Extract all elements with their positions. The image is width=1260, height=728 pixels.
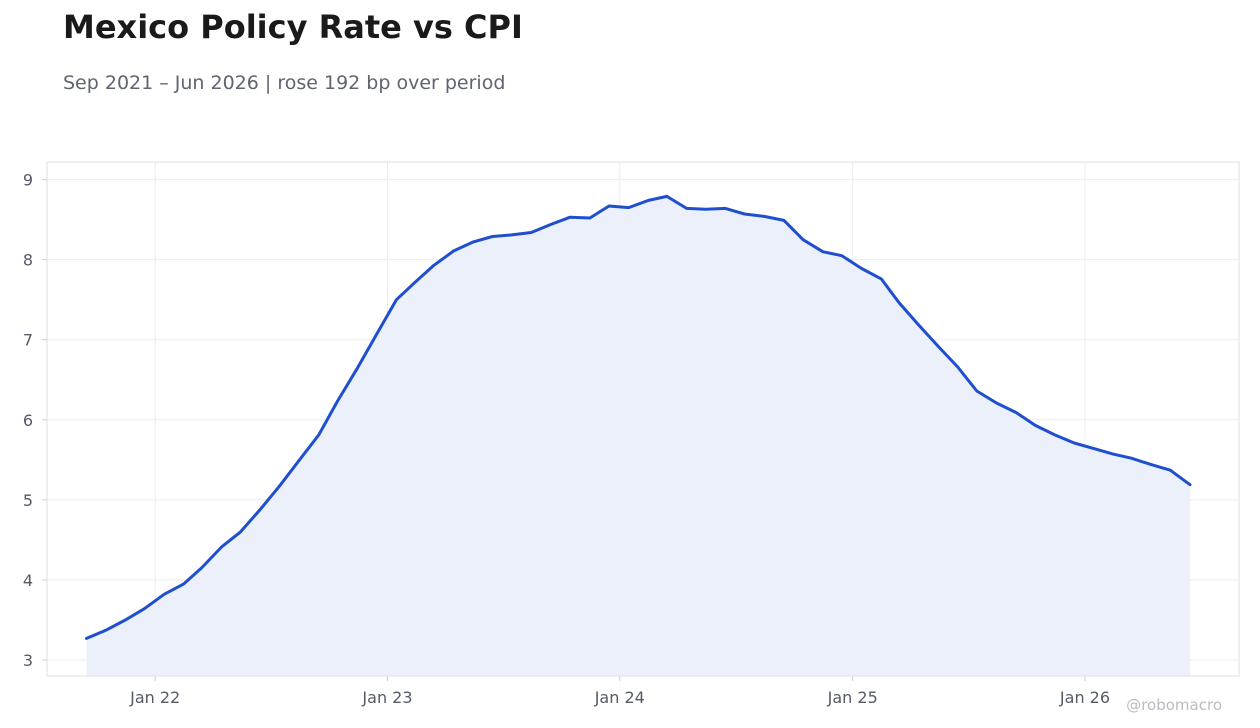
y-axis-ticks: 3 4 5 6 7 8 9 — [23, 171, 47, 670]
y-tick-label: 7 — [23, 331, 33, 350]
x-tick-label: Jan 26 — [1059, 688, 1110, 707]
plot-frame — [46, 161, 1240, 677]
policy-rate-line — [85, 194, 1192, 640]
x-tick-label: Jan 22 — [129, 688, 180, 707]
watermark: @robomacro — [1126, 696, 1222, 714]
chart-subtitle: Sep 2021 – Jun 2026 | rose 192 bp over p… — [63, 72, 506, 94]
y-tick-label: 4 — [23, 571, 33, 590]
x-tick-label: Jan 25 — [827, 688, 878, 707]
chart-title: Mexico Policy Rate vs CPI — [63, 8, 523, 46]
x-tick-label: Jan 23 — [361, 688, 412, 707]
area-fill — [86, 196, 1190, 676]
x-tick-label: Jan 24 — [594, 688, 645, 707]
y-tick-label: 8 — [23, 251, 33, 270]
y-tick-label: 5 — [23, 491, 33, 510]
x-axis-ticks: Jan 22 Jan 23 Jan 24 Jan 25 Jan 26 — [129, 676, 1110, 707]
y-tick-label: 6 — [23, 411, 33, 430]
y-tick-label: 3 — [23, 651, 33, 670]
y-tick-label: 9 — [23, 171, 33, 190]
